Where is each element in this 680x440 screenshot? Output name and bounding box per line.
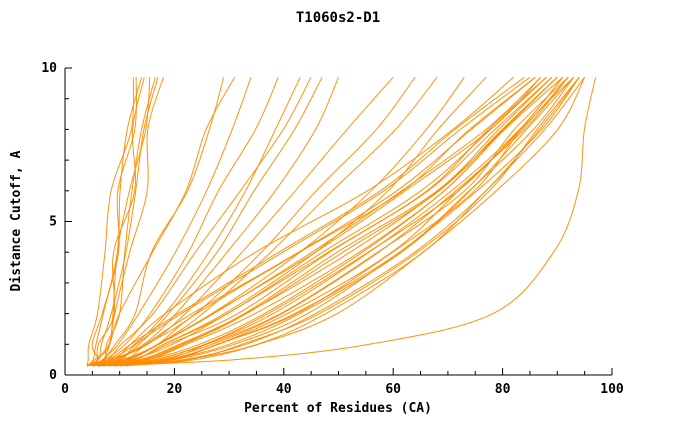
- curve: [97, 76, 547, 367]
- curve: [92, 77, 252, 367]
- curve: [92, 76, 553, 367]
- curve: [92, 76, 542, 367]
- x-tick-label: 60: [385, 382, 401, 397]
- curve: [86, 76, 514, 367]
- curve: [91, 77, 145, 367]
- curve: [108, 76, 569, 367]
- x-tick-label: 0: [61, 382, 69, 397]
- curve: [114, 76, 580, 367]
- curve-group: [86, 76, 597, 367]
- curve: [86, 76, 525, 367]
- axes-group: 0 20 40 60 80 100 0 5 10: [41, 61, 624, 397]
- chart-title: T1060s2-D1: [296, 10, 380, 26]
- curve: [125, 76, 586, 367]
- y-tick-label: 5: [49, 215, 57, 230]
- curve: [86, 77, 135, 366]
- curve: [103, 76, 558, 367]
- curve: [97, 76, 553, 367]
- curve: [92, 76, 394, 367]
- curve: [97, 76, 547, 367]
- x-tick-label: 100: [600, 382, 624, 397]
- curve: [97, 77, 597, 367]
- x-tick-label: 40: [276, 382, 292, 397]
- x-tick-label: 80: [495, 382, 511, 397]
- y-tick-label: 0: [49, 368, 57, 383]
- curve: [92, 76, 531, 367]
- curve: [92, 76, 542, 367]
- curve: [103, 76, 569, 367]
- y-tick-label: 10: [41, 61, 57, 76]
- curve: [92, 76, 301, 367]
- curve: [86, 76, 312, 367]
- curve: [89, 77, 151, 367]
- curve: [86, 76, 536, 367]
- curve: [119, 76, 585, 367]
- curve: [92, 76, 536, 367]
- curve: [86, 76, 236, 367]
- curve: [86, 76, 279, 367]
- curve: [103, 76, 558, 367]
- curve: [97, 76, 323, 367]
- x-axis-label: Percent of Residues (CA): [244, 401, 432, 416]
- curve: [97, 76, 416, 367]
- curve: [103, 76, 564, 367]
- curve: [86, 77, 143, 367]
- y-axis-label: Distance Cutoff, A: [9, 150, 24, 291]
- curve: [108, 76, 569, 367]
- x-tick-label: 20: [167, 382, 183, 397]
- curve: [92, 77, 225, 367]
- curve: [103, 76, 564, 367]
- curve: [97, 76, 564, 367]
